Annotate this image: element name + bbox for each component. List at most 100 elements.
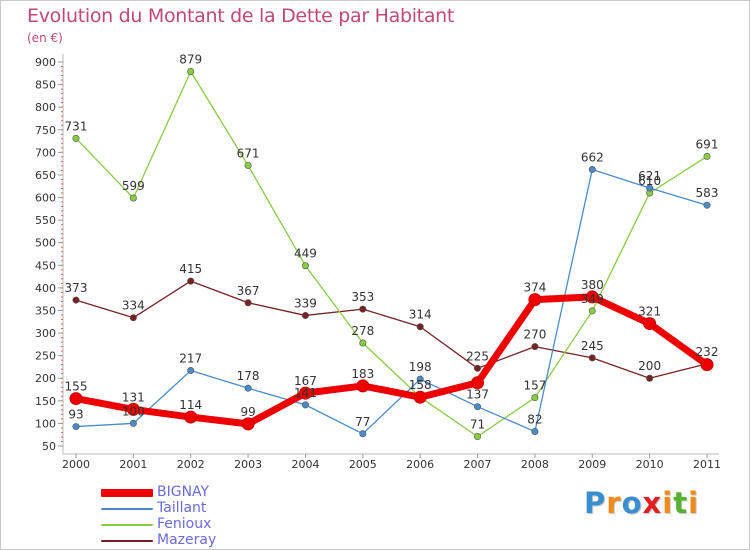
y-tick-label: 150 — [35, 395, 56, 408]
data-label-mazeray: 367 — [237, 284, 260, 298]
data-label-taillant: 137 — [466, 388, 489, 402]
x-tick-label: 2009 — [578, 458, 606, 471]
data-point-taillant — [416, 375, 424, 383]
legend-label: Fenioux — [157, 516, 212, 532]
chart-legend: BIGNAY Taillant Fenioux Mazeray — [101, 484, 301, 549]
legend-label: Taillant — [157, 500, 207, 516]
x-tick-label: 2010 — [636, 458, 664, 471]
data-label-bignay: 321 — [638, 305, 661, 319]
series-line-taillant — [75, 168, 708, 435]
data-label-fenioux: 691 — [696, 137, 719, 151]
y-tick-label: 850 — [35, 79, 56, 92]
data-point-mazeray — [187, 277, 195, 285]
y-tick-label: 650 — [35, 169, 56, 182]
data-label-bignay: 155 — [65, 380, 88, 394]
y-tick-label: 350 — [35, 304, 56, 317]
data-point-mazeray — [359, 305, 367, 313]
data-point-mazeray — [588, 354, 596, 362]
data-point-taillant — [187, 367, 195, 375]
x-tick-label: 2011 — [693, 458, 721, 471]
data-label-bignay: 99 — [240, 405, 255, 419]
legend-swatch — [101, 540, 153, 542]
data-point-fenioux — [187, 67, 195, 75]
data-point-taillant — [244, 384, 252, 392]
y-tick-label: 200 — [35, 372, 56, 385]
data-label-taillant: 93 — [68, 408, 83, 422]
data-point-bignay — [298, 386, 312, 400]
y-tick-label: 750 — [35, 124, 56, 137]
data-point-bignay — [413, 390, 427, 404]
legend-swatch — [101, 508, 153, 510]
data-point-bignay — [184, 410, 198, 424]
data-point-mazeray — [244, 299, 252, 307]
chart-subtitle: (en €) — [27, 31, 63, 45]
legend-label: Mazeray — [157, 532, 217, 548]
y-tick-label: 50 — [42, 440, 56, 453]
data-label-fenioux: 731 — [65, 119, 88, 133]
x-tick-label: 2005 — [349, 458, 377, 471]
data-label-taillant: 178 — [237, 369, 260, 383]
data-label-bignay: 167 — [294, 374, 317, 388]
y-tick-label: 550 — [35, 214, 56, 227]
data-label-fenioux: 157 — [523, 379, 546, 393]
data-point-fenioux — [72, 134, 80, 142]
data-label-bignay: 380 — [581, 278, 604, 292]
data-label-fenioux: 158 — [409, 378, 432, 392]
legend-item-mazeray: Mazeray — [101, 532, 301, 549]
data-point-mazeray — [416, 323, 424, 331]
data-label-mazeray: 200 — [638, 359, 661, 373]
logo-letter: o — [621, 486, 643, 520]
data-point-bignay — [69, 392, 83, 406]
data-point-bignay — [356, 379, 370, 393]
data-point-fenioux — [588, 307, 596, 315]
data-label-fenioux: 599 — [122, 179, 145, 193]
data-point-taillant — [588, 166, 596, 174]
data-point-fenioux — [703, 152, 711, 160]
data-point-bignay — [126, 402, 140, 416]
data-label-taillant: 100 — [122, 404, 145, 418]
proxiti-logo: Proxiti — [584, 486, 699, 520]
legend-swatch — [101, 489, 153, 497]
y-tick-label: 450 — [35, 259, 56, 272]
data-label-taillant: 583 — [696, 186, 719, 200]
data-label-fenioux: 671 — [237, 146, 260, 160]
logo-letter: i — [688, 486, 700, 520]
data-label-fenioux: 71 — [470, 418, 485, 432]
data-label-mazeray: 339 — [294, 296, 317, 310]
data-label-mazeray: 232 — [696, 345, 719, 359]
legend-swatch — [101, 524, 153, 526]
data-point-fenioux — [129, 194, 137, 202]
data-label-fenioux: 349 — [581, 292, 604, 306]
data-label-mazeray: 353 — [351, 290, 374, 304]
data-point-fenioux — [359, 339, 367, 347]
x-tick-label: 2007 — [464, 458, 492, 471]
data-point-taillant — [474, 403, 482, 411]
data-point-mazeray — [646, 374, 654, 382]
data-point-bignay — [471, 376, 485, 390]
x-tick-label: 2008 — [521, 458, 549, 471]
y-tick-label: 900 — [35, 56, 56, 69]
data-label-mazeray: 334 — [122, 299, 145, 313]
data-point-mazeray — [129, 314, 137, 322]
data-point-fenioux — [474, 433, 482, 441]
y-tick-label: 800 — [35, 101, 56, 114]
legend-label: BIGNAY — [157, 484, 210, 500]
data-label-fenioux: 879 — [179, 52, 202, 66]
data-label-mazeray: 373 — [65, 281, 88, 295]
data-point-mazeray — [301, 311, 309, 319]
logo-letter: x — [642, 486, 663, 520]
data-point-taillant — [531, 428, 539, 436]
legend-item-taillant: Taillant — [101, 500, 301, 517]
data-label-taillant: 82 — [527, 413, 542, 427]
data-point-fenioux — [301, 262, 309, 270]
x-tick-label: 2006 — [406, 458, 434, 471]
data-point-fenioux — [531, 394, 539, 402]
y-tick-label: 600 — [35, 192, 56, 205]
data-label-fenioux: 610 — [638, 174, 661, 188]
series-line-mazeray — [75, 280, 708, 379]
chart-title: Evolution du Montant de la Dette par Hab… — [27, 5, 455, 27]
data-label-fenioux: 278 — [351, 324, 374, 338]
data-point-bignay — [528, 293, 542, 307]
data-point-mazeray — [531, 343, 539, 351]
